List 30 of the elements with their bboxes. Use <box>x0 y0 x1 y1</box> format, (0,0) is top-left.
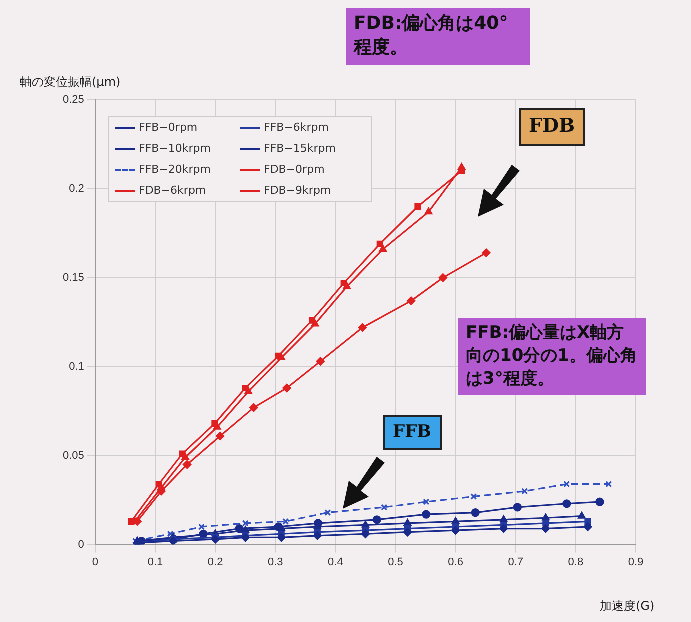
legend-label: FFB−20krpm <box>139 163 212 176</box>
legend-label: FFB−0rpm <box>139 121 198 134</box>
annotation: FFB <box>383 415 442 450</box>
legend-label: FFB−15krpm <box>264 142 336 155</box>
x-tick-label: 0.6 <box>448 556 464 568</box>
x-tick-label: 0.9 <box>628 556 644 568</box>
x-tick-label: 0.4 <box>328 556 344 568</box>
y-axis-title: 軸の変位振幅(μm) <box>20 74 121 91</box>
legend-label: FFB−6krpm <box>264 121 330 134</box>
x-tick-label: 0.7 <box>508 556 524 568</box>
legend-label: FDB−9krpm <box>264 184 332 197</box>
y-tick-label: 0.25 <box>62 94 84 106</box>
y-tick-label: 0.2 <box>69 182 84 195</box>
y-tick-label: 0.1 <box>69 360 84 373</box>
x-tick-label: 0.2 <box>208 556 224 568</box>
x-axis-title: 加速度(G) <box>600 598 655 615</box>
annotation: FFB:偏心量はX軸方向の10分の1。偏心角は3°程度。 <box>458 318 646 395</box>
annotation: FDB <box>519 108 586 146</box>
x-tick-label: 0.1 <box>148 556 164 568</box>
x-tick-label: 0.8 <box>568 556 584 568</box>
text: FDB:偏心角は40°程度。 <box>346 8 530 65</box>
y-tick-label: 0.05 <box>62 450 84 462</box>
y-tick-label: 0.15 <box>62 272 84 284</box>
x-tick-label: 0.3 <box>268 556 284 568</box>
legend-label: FFB−10krpm <box>139 142 212 155</box>
x-tick-label: 0 <box>92 556 98 568</box>
legend-label: FDB−0rpm <box>264 163 325 176</box>
x-tick-label: 0.5 <box>388 556 404 568</box>
legend-label: FDB−6krpm <box>139 184 206 197</box>
y-tick-label: 0 <box>78 538 84 551</box>
